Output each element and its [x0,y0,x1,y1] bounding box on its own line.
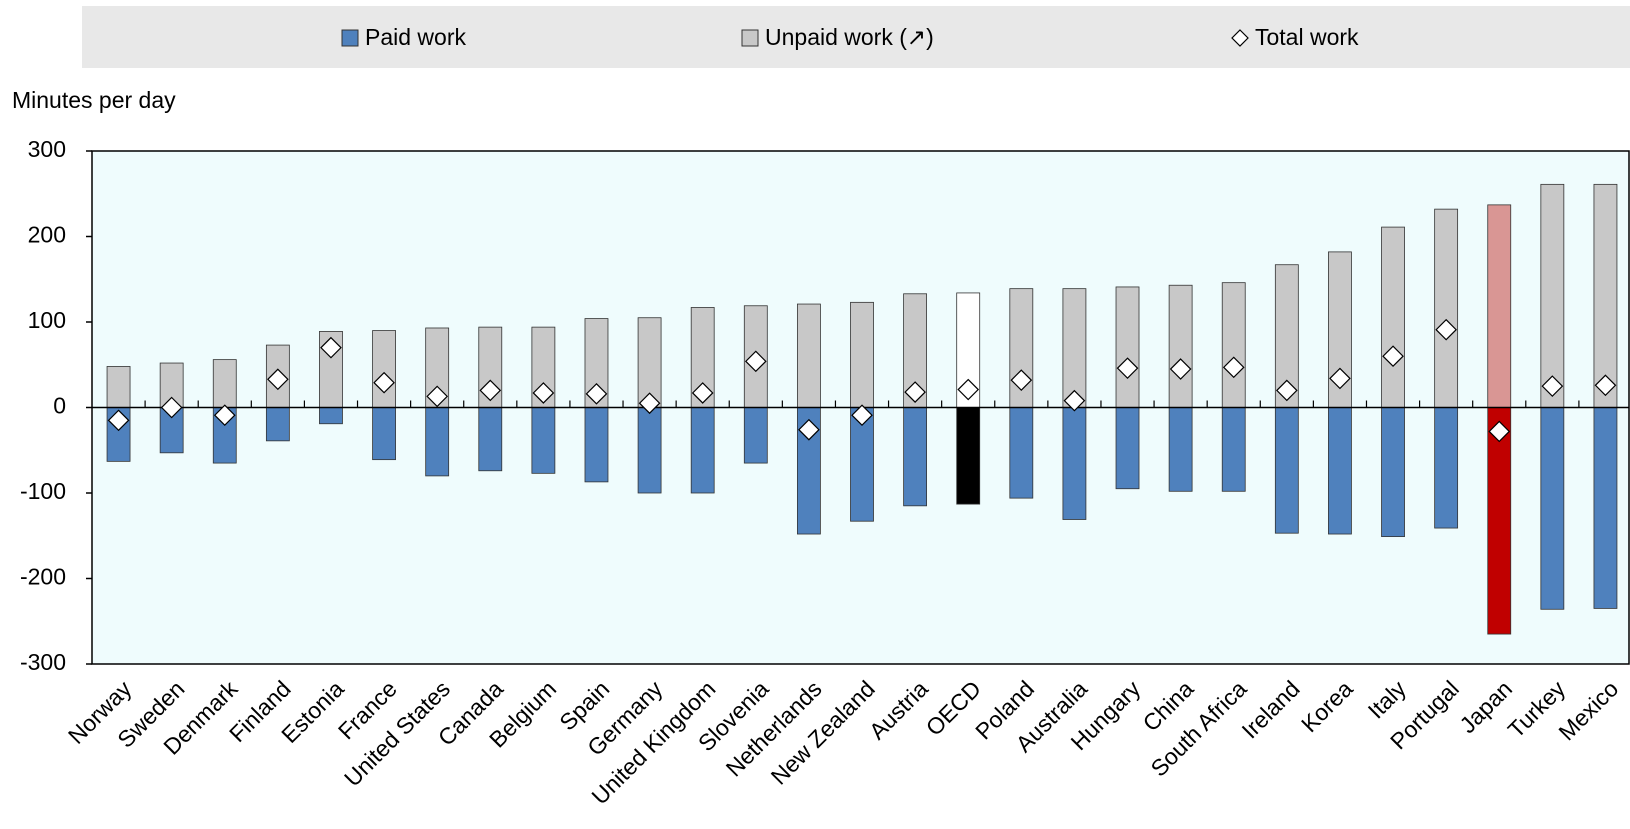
total-marker [1275,379,1298,402]
bar [1062,288,1087,408]
bar [1434,407,1459,529]
total-marker [1063,389,1086,412]
total-marker [1435,318,1457,341]
total-marker [1169,358,1192,380]
x-tick-label: Austria [864,675,933,744]
bar [743,407,768,464]
bar [1540,407,1565,610]
total-marker [957,378,980,401]
total-marker [320,336,342,359]
y-tick-label: -300 [20,649,66,675]
total-marker [267,368,289,391]
bar [796,303,821,408]
total-marker [479,379,502,402]
total-marker [1222,356,1245,379]
bar [106,366,131,408]
x-tick-label: Korea [1296,675,1358,737]
total-marker [1488,420,1511,443]
total-marker [798,418,820,441]
total-marker [851,404,873,427]
legend-label: Total work [1255,24,1359,50]
total-marker [904,381,926,403]
total-marker [107,409,130,432]
legend-swatch [341,29,359,47]
total-marker [160,396,183,419]
total-marker [691,382,714,404]
bar [531,407,556,474]
y-tick-label: -100 [20,478,66,504]
bar [1593,183,1618,408]
bar [1168,407,1193,492]
total-marker [585,382,608,405]
total-marker [1010,369,1033,391]
total-marker [426,385,449,408]
bar [1062,407,1087,520]
legend-swatch [741,29,759,47]
bar [1221,407,1246,492]
bar [372,330,396,408]
legend-label: Paid work [365,24,466,50]
bar [212,359,237,408]
y-tick-label: -200 [20,564,66,590]
total-marker [1116,357,1139,380]
bar [850,301,874,408]
bar [637,407,662,494]
total-marker [1594,374,1617,397]
total-marker [532,382,555,404]
bar [1381,407,1405,538]
bar [478,407,503,472]
total-marker [213,404,236,427]
total-marker [638,392,661,415]
bar [1009,407,1034,499]
bar [1274,407,1299,534]
y-tick-label: 0 [53,393,66,419]
bar [903,407,928,507]
total-marker [1329,367,1351,390]
total-marker [1382,345,1404,368]
bar [319,407,343,425]
legend-background [82,6,1630,68]
legend-label: Unpaid work (↗) [765,24,934,50]
x-tick-label: Mexico [1553,675,1623,745]
y-tick-label: 300 [28,136,66,162]
bar [1221,282,1246,408]
x-tick-label: Ireland [1237,675,1305,743]
bar [1328,407,1352,535]
y-axis-title: Minutes per day [12,87,176,113]
bar [1487,204,1512,408]
bar [690,407,715,494]
bar [1115,407,1140,490]
y-tick-label: 200 [28,222,66,248]
total-marker [744,350,767,373]
y-tick-label: 100 [28,307,66,333]
bar [1593,407,1618,609]
bar [425,407,450,477]
bar [265,407,290,442]
legend-swatch [1231,29,1249,47]
bar [1115,286,1140,408]
total-marker [1541,375,1564,397]
bar [956,407,981,505]
bar [1381,226,1405,408]
total-marker [373,371,395,394]
bar [1434,208,1459,408]
bar [372,407,396,461]
bar [584,407,609,483]
bar [1540,183,1565,408]
bar [1168,284,1193,408]
